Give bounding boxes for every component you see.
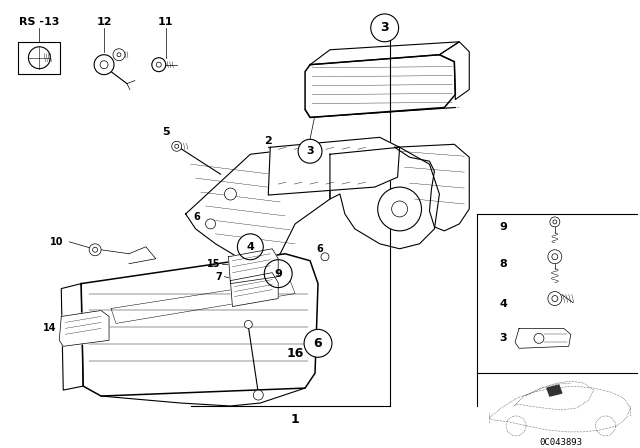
Polygon shape — [310, 42, 460, 65]
Text: 5: 5 — [162, 127, 170, 138]
Circle shape — [371, 14, 399, 42]
Polygon shape — [515, 328, 571, 348]
Text: 12: 12 — [96, 17, 112, 27]
Polygon shape — [186, 147, 330, 264]
Circle shape — [244, 320, 252, 328]
Polygon shape — [547, 385, 562, 396]
Text: 2: 2 — [264, 136, 272, 146]
Text: 4: 4 — [246, 242, 254, 252]
Circle shape — [298, 139, 322, 163]
Circle shape — [94, 55, 114, 75]
Circle shape — [321, 253, 329, 261]
Text: 0C043893: 0C043893 — [540, 438, 582, 447]
Circle shape — [205, 219, 216, 229]
Polygon shape — [230, 273, 278, 306]
Circle shape — [534, 333, 544, 343]
Text: 3: 3 — [306, 146, 314, 156]
Polygon shape — [395, 144, 469, 231]
Circle shape — [553, 220, 557, 224]
Text: 6: 6 — [317, 244, 323, 254]
Circle shape — [253, 390, 263, 400]
Circle shape — [93, 247, 97, 252]
Polygon shape — [268, 138, 399, 195]
Circle shape — [552, 254, 558, 260]
Polygon shape — [305, 55, 455, 117]
Text: 6: 6 — [314, 337, 323, 350]
Circle shape — [378, 187, 422, 231]
Text: 3: 3 — [499, 333, 507, 343]
Circle shape — [548, 250, 562, 264]
Text: 15: 15 — [207, 258, 220, 269]
Text: 9: 9 — [499, 222, 507, 232]
Text: 16: 16 — [287, 347, 304, 360]
Polygon shape — [61, 284, 83, 390]
Circle shape — [264, 260, 292, 288]
Text: 7: 7 — [215, 271, 222, 282]
Circle shape — [89, 244, 101, 256]
Text: 14: 14 — [43, 323, 56, 333]
Polygon shape — [440, 42, 469, 99]
Circle shape — [304, 329, 332, 357]
Circle shape — [113, 49, 125, 60]
Circle shape — [550, 217, 560, 227]
Circle shape — [237, 234, 263, 260]
Circle shape — [100, 60, 108, 69]
Text: 8: 8 — [499, 258, 507, 269]
Circle shape — [392, 201, 408, 217]
Text: 1: 1 — [291, 414, 300, 426]
Polygon shape — [60, 310, 109, 346]
Text: 4: 4 — [499, 298, 507, 309]
Text: 10: 10 — [49, 237, 63, 247]
Text: 11: 11 — [158, 17, 173, 27]
Circle shape — [152, 58, 166, 72]
Text: 9: 9 — [275, 269, 282, 279]
Polygon shape — [330, 147, 440, 249]
Circle shape — [172, 141, 182, 151]
Circle shape — [225, 188, 236, 200]
Text: 6: 6 — [194, 212, 200, 222]
Bar — [19, 42, 60, 73]
Circle shape — [156, 62, 161, 67]
Circle shape — [117, 53, 121, 57]
Circle shape — [175, 144, 179, 148]
Text: 3: 3 — [380, 22, 389, 34]
Polygon shape — [228, 249, 278, 284]
Circle shape — [548, 292, 562, 306]
Circle shape — [28, 47, 51, 69]
Circle shape — [552, 296, 558, 302]
Text: RS -13: RS -13 — [19, 17, 60, 27]
Polygon shape — [81, 254, 318, 396]
